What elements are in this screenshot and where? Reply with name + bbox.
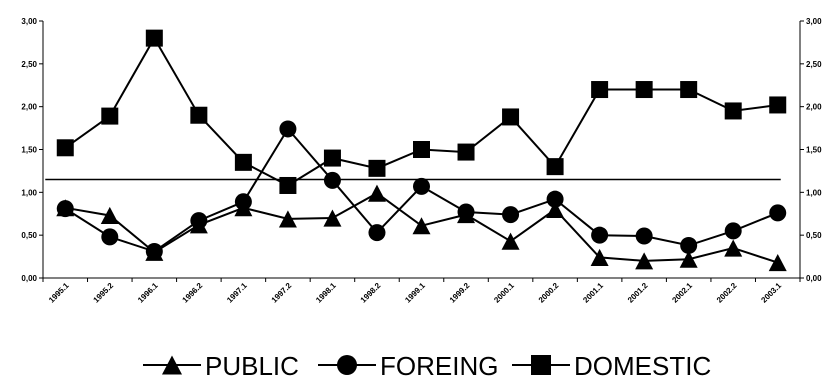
data-point-public xyxy=(412,217,431,235)
data-point-public xyxy=(100,206,119,225)
y-tick-label-left: 3,00 xyxy=(21,17,37,26)
x-tick-label: 1996.2 xyxy=(181,281,205,305)
x-tick-label: 2002.2 xyxy=(715,281,739,305)
data-point-public xyxy=(367,184,386,202)
legend-marker-foreing xyxy=(337,355,357,375)
data-point-public xyxy=(501,232,520,250)
data-point-foreing xyxy=(145,242,163,260)
data-point-public xyxy=(278,210,297,228)
y-tick-label-left: 0,50 xyxy=(21,231,37,240)
data-point-foreing xyxy=(591,226,609,244)
data-point-domestic xyxy=(769,96,787,114)
data-point-foreing xyxy=(190,212,208,230)
data-point-foreing xyxy=(769,204,787,222)
data-point-foreing xyxy=(279,120,297,138)
x-tick-label: 1998.2 xyxy=(359,281,383,305)
x-tick-label: 2001.2 xyxy=(626,281,650,305)
x-tick-label: 1998.1 xyxy=(314,281,338,305)
x-tick-label: 2002.1 xyxy=(670,281,694,305)
legend-label-domestic: DOMESTIC xyxy=(574,351,711,379)
y-tick-label-right: 3,00 xyxy=(806,17,822,26)
data-point-domestic xyxy=(234,153,252,171)
data-point-domestic xyxy=(635,81,653,99)
data-point-public xyxy=(768,254,787,272)
data-point-public xyxy=(323,209,342,227)
x-tick-label: 1995.2 xyxy=(92,281,116,305)
y-tick-label-left: 2,00 xyxy=(21,103,37,112)
data-point-foreing xyxy=(502,206,520,224)
x-tick-label: 1995.1 xyxy=(47,281,71,305)
legend-label-foreing: FOREING xyxy=(380,351,498,379)
data-point-foreing xyxy=(635,227,653,245)
x-tick-label: 1996.1 xyxy=(136,281,160,305)
legend-marker-public xyxy=(162,355,182,375)
data-point-domestic xyxy=(724,102,742,120)
x-tick-label: 1997.1 xyxy=(225,281,249,305)
data-point-domestic xyxy=(190,106,208,124)
data-point-domestic xyxy=(145,29,163,47)
data-point-public xyxy=(679,250,698,268)
y-tick-label-left: 1,50 xyxy=(21,146,37,155)
data-point-domestic xyxy=(457,143,475,161)
data-point-foreing xyxy=(546,190,564,208)
y-tick-label-right: 1,00 xyxy=(806,188,822,197)
x-tick-label: 2000.2 xyxy=(537,281,561,305)
data-point-foreing xyxy=(724,222,742,240)
data-point-public xyxy=(635,252,654,270)
data-point-foreing xyxy=(457,203,475,221)
x-tick-label: 2003.1 xyxy=(759,281,783,305)
y-tick-label-left: 1,00 xyxy=(21,188,37,197)
data-point-foreing xyxy=(680,236,698,254)
data-point-domestic xyxy=(680,81,698,99)
y-tick-label-right: 2,50 xyxy=(806,60,822,69)
data-point-public xyxy=(546,200,565,219)
data-point-domestic xyxy=(279,176,297,194)
x-tick-label: 1999.1 xyxy=(403,281,427,305)
legend-label-public: PUBLIC xyxy=(205,351,299,379)
y-tick-label-right: 0,50 xyxy=(806,231,822,240)
legend-marker-domestic xyxy=(531,355,551,375)
data-point-foreing xyxy=(56,200,74,218)
y-tick-label-left: 2,50 xyxy=(21,60,37,69)
data-point-domestic xyxy=(502,108,520,126)
data-point-public xyxy=(724,239,743,257)
data-point-domestic xyxy=(56,139,74,157)
y-tick-label-right: 0,00 xyxy=(806,274,822,283)
data-point-foreing xyxy=(368,224,386,242)
data-point-domestic xyxy=(591,81,609,99)
series-line-domestic xyxy=(64,36,778,187)
x-tick-label: 2000.1 xyxy=(492,281,516,305)
data-point-foreing xyxy=(413,177,430,195)
data-point-domestic xyxy=(413,141,430,158)
data-point-foreing xyxy=(323,171,341,189)
y-tick-label-right: 2,00 xyxy=(806,103,822,112)
data-point-foreing xyxy=(234,193,252,211)
data-point-public xyxy=(590,248,609,266)
data-point-domestic xyxy=(101,107,119,125)
x-tick-label: 1997.2 xyxy=(270,281,294,305)
y-tick-label-left: 0,00 xyxy=(21,274,37,283)
y-tick-label-right: 1,50 xyxy=(806,146,822,155)
x-tick-label: 2001.1 xyxy=(581,281,605,305)
data-point-domestic xyxy=(546,158,564,176)
data-point-domestic xyxy=(368,159,386,177)
data-point-domestic xyxy=(323,149,341,167)
data-point-foreing xyxy=(101,228,119,246)
x-tick-label: 1999.2 xyxy=(448,281,472,305)
